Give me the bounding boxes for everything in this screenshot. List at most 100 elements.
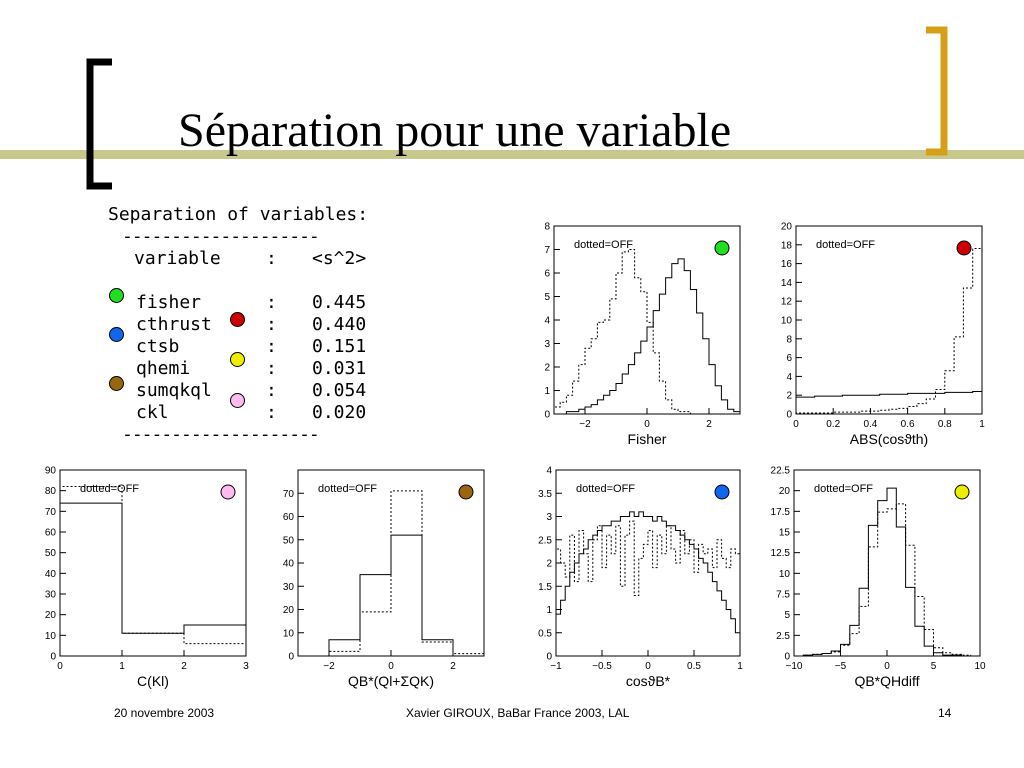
legend-marker [458, 484, 474, 500]
plot-frame [553, 225, 741, 415]
x-tick-label: 0.6 [901, 419, 915, 430]
var-name: fisher [136, 292, 202, 313]
legend-label: dotted=OFF [80, 483, 139, 495]
var-name: sumqkql [136, 380, 212, 401]
y-tick-label: 20 [781, 222, 793, 233]
var-colon: : [266, 292, 277, 313]
y-tick-label: 12 [781, 297, 793, 308]
table-divider: -------------------- [122, 226, 320, 247]
table-title: Separation of variables: [108, 204, 369, 225]
legend-label: dotted=OFF [318, 483, 377, 495]
y-tick-label: 30 [283, 582, 295, 593]
footer-date: 20 novembre 2003 [114, 706, 215, 720]
y-tick-label: 10 [779, 569, 791, 580]
table-row: sumqkql : 0.054 [108, 380, 368, 402]
legend-label: dotted=OFF [816, 239, 875, 251]
y-tick-label: 0 [546, 652, 552, 663]
var-name: cthrust [136, 314, 212, 335]
x-tick-label: −2 [323, 661, 335, 672]
solid-histogram [298, 534, 484, 657]
y-tick-label: 0 [288, 652, 294, 663]
marker-ctsb-dot [109, 327, 124, 342]
plot-ckl: 0 10 20 30 40 50 60 70 80 90 0 1 2 3 dotted=OFF C(Kl) [45, 466, 249, 690]
y-tick-label: 18 [781, 240, 793, 251]
x-tick-label: −1 [550, 661, 562, 672]
y-tick-label: 6 [544, 269, 550, 280]
y-tick-label: 70 [45, 507, 57, 518]
footer-author: Xavier GIROUX, BaBar France 2003, LAL [406, 706, 630, 720]
legend-marker [220, 484, 236, 500]
footer-page: 14 [938, 706, 952, 720]
x-tick-label: 1 [979, 419, 985, 430]
y-tick-label: 10 [781, 316, 793, 327]
y-tick-label: 20 [779, 486, 791, 497]
legend-marker [956, 240, 972, 256]
y-tick-label: 0 [544, 410, 550, 421]
dotted-histogram [795, 248, 983, 414]
var-name: ckl [136, 402, 169, 423]
y-tick-label: 7.5 [776, 590, 790, 601]
var-value: 0.020 [312, 402, 367, 423]
y-tick-label: 3.5 [538, 489, 552, 500]
x-axis-label: QB*(Ql+ΣQK) [348, 673, 434, 689]
dotted-histogram [794, 503, 980, 657]
plot-frame [555, 469, 741, 657]
var-value: 0.054 [312, 380, 367, 401]
plot-qhemi: 0 2.5 5 7.5 10 12.5 15 17.5 20 22.5 −10 −5 0 5 10 dotte… [771, 466, 986, 690]
y-tick-label: 12.5 [771, 548, 791, 559]
plot-cthrust: 0 2 4 6 8 10 12 14 16 18 20 0 0.2 0.4 0.6 0.8 1 dotted=OF… [781, 222, 985, 448]
x-tick-label: 3 [243, 661, 249, 672]
table-header: variable : <s^2> [108, 248, 368, 270]
marker-cthrust-dot [230, 312, 245, 327]
x-tick-label: 2 [181, 661, 187, 672]
y-tick-label: 5 [544, 292, 550, 303]
y-tick-label: 6 [786, 353, 792, 364]
var-colon: : [266, 336, 277, 357]
x-axis-label: Fisher [628, 431, 667, 447]
legend-label: dotted=OFF [574, 239, 633, 251]
x-tick-label: 2 [706, 419, 712, 430]
x-tick-label: 2 [450, 661, 456, 672]
y-tick-label: 3 [544, 339, 550, 350]
title-accent-line [0, 150, 1024, 159]
marker-qhemi-dot [230, 352, 245, 367]
y-tick-label: 5 [784, 610, 790, 621]
x-tick-label: −2 [579, 419, 591, 430]
y-tick-label: 1.5 [538, 582, 552, 593]
y-tick-label: 3 [546, 512, 552, 523]
plot-frame [795, 225, 983, 415]
table-row: qhemi : 0.031 [108, 358, 368, 380]
var-colon: : [266, 314, 277, 335]
y-tick-label: 16 [781, 259, 793, 270]
solid-histogram [554, 258, 741, 415]
x-tick-label: 0.4 [863, 419, 877, 430]
y-tick-label: 10 [283, 628, 295, 639]
var-colon: : [266, 402, 277, 423]
y-tick-label: 20 [283, 605, 295, 616]
dotted-histogram [59, 486, 247, 656]
header-variable: variable [134, 248, 221, 269]
x-tick-label: 0.2 [826, 419, 840, 430]
table-divider: -------------------- [122, 424, 320, 445]
header-colon: : [266, 248, 277, 269]
x-axis-label: cosϑB* [626, 673, 671, 689]
y-tick-label: 7 [544, 245, 550, 256]
x-axis-label: ABS(cosϑth) [850, 431, 928, 447]
x-tick-label: 0 [884, 661, 890, 672]
y-tick-label: 15 [779, 528, 791, 539]
y-tick-label: 2 [786, 391, 792, 402]
separation-table: Separation of variables: ---------------… [108, 204, 368, 446]
x-axis-label: QB*QHdiff [854, 673, 919, 689]
var-value: 0.445 [312, 292, 367, 313]
legend-marker [714, 484, 730, 500]
x-tick-label: 0 [57, 661, 63, 672]
marker-ckl-dot [230, 393, 245, 408]
y-tick-label: 14 [781, 278, 793, 289]
y-tick-label: 4 [544, 316, 550, 327]
x-tick-label: −5 [835, 661, 847, 672]
y-tick-label: 0 [786, 410, 792, 421]
x-tick-label: 0 [645, 661, 651, 672]
slide-title: Séparation pour une variable [178, 104, 732, 157]
x-tick-label: 0.5 [687, 661, 701, 672]
